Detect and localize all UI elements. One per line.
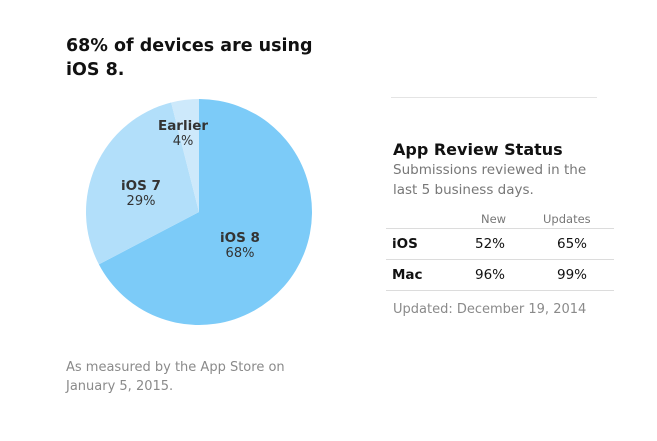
slice-label: Earlier <box>158 118 208 134</box>
row-label: iOS <box>392 236 418 252</box>
row-label: Mac <box>392 267 423 283</box>
column-header-updates: Updates <box>543 212 591 226</box>
table-row-ios: iOS 52% 65% <box>386 228 614 260</box>
slice-value-label: 68% <box>226 246 255 261</box>
chart-title: 68% of devices are using iOS 8. <box>66 36 313 80</box>
pie-slice-ios-7 <box>85 102 199 265</box>
slice-value-label: 29% <box>127 194 156 209</box>
pie-slice-ios-8 <box>98 99 313 326</box>
slice-label: iOS 7 <box>121 178 161 194</box>
review-subtitle: Submissions reviewed in the last 5 busin… <box>393 162 587 198</box>
updates-value: 65% <box>556 236 587 252</box>
table-bottom-border <box>386 290 614 291</box>
review-title: App Review Status <box>393 140 563 159</box>
column-header-new: New <box>481 212 507 226</box>
footnote: As measured by the App Store on January … <box>66 360 285 394</box>
table-row-mac: Mac 96% 99% <box>386 259 614 291</box>
new-value: 52% <box>475 236 506 252</box>
pie-slice-earlier <box>171 99 199 212</box>
updates-value: 99% <box>556 267 587 283</box>
updated-date: Updated: December 19, 2014 <box>393 302 587 317</box>
slice-label: iOS 8 <box>220 230 260 246</box>
divider <box>391 97 597 98</box>
slice-value-label: 4% <box>173 134 194 149</box>
new-value: 96% <box>475 267 506 283</box>
